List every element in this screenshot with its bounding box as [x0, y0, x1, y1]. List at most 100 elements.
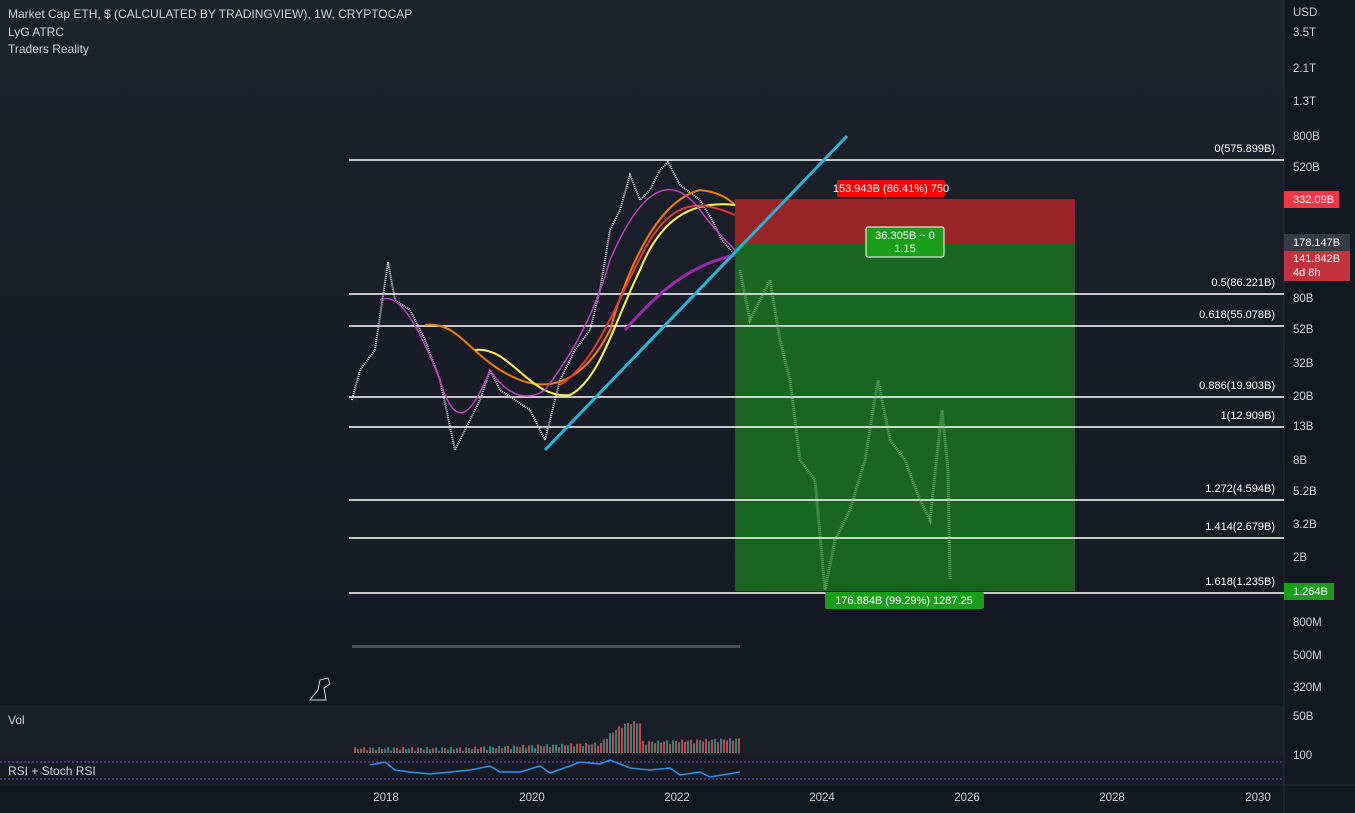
volume-bar	[648, 741, 650, 753]
volume-bar	[678, 742, 680, 753]
rsi-axis-label: 100	[1293, 750, 1312, 762]
volume-bar	[567, 745, 569, 753]
volume-bar	[477, 748, 479, 753]
currency: USD	[1293, 7, 1317, 19]
volume-bar	[366, 750, 368, 753]
volume-bar	[354, 747, 356, 753]
price-label: 1.3T	[1293, 96, 1316, 108]
volume-bar	[468, 747, 470, 753]
volume-bar	[513, 745, 515, 753]
volume-bar	[435, 747, 437, 753]
volume-bar	[735, 738, 737, 753]
volume-bar	[738, 738, 740, 753]
volume-bar	[627, 722, 629, 753]
volume-bar	[690, 739, 692, 753]
volume-bar	[531, 745, 533, 753]
volume-bar	[606, 738, 608, 753]
volume-bar	[414, 750, 416, 753]
volume-bar	[417, 747, 419, 753]
price-label: 3.2B	[1293, 519, 1317, 531]
volume-bar	[369, 747, 371, 753]
volume-bar	[672, 740, 674, 753]
volume-bar	[522, 744, 524, 753]
entry-label: 36.305B ~ 0	[875, 230, 935, 242]
volume-bar	[504, 746, 506, 753]
trendline[interactable]	[543, 134, 849, 452]
price-label: 32B	[1293, 358, 1314, 370]
target-zone[interactable]	[735, 243, 1075, 591]
target-label: 176.884B (99.29%) 1287.25	[835, 595, 973, 607]
ma-orange	[424, 188, 736, 386]
price-label: 520B	[1293, 162, 1320, 174]
volume-bar	[387, 747, 389, 753]
volume-bar	[495, 748, 497, 753]
volume-bar	[393, 747, 395, 753]
volume-bar	[708, 741, 710, 753]
volume-bar	[675, 740, 677, 753]
volume-bar	[480, 747, 482, 753]
chart-title: Market Cap ETH, $ (CALCULATED BY TRADING…	[8, 7, 412, 21]
volume-bar	[618, 726, 620, 753]
volume-bar	[474, 746, 476, 753]
ma-yellow	[474, 203, 736, 397]
volume-bar	[492, 747, 494, 753]
volume-bar	[576, 743, 578, 753]
volume-bar	[456, 748, 458, 753]
stop-tag: 332.09B	[1293, 194, 1334, 206]
current-tag: 178.147B	[1293, 237, 1340, 249]
pane-title[interactable]: RSI + Stoch RSI	[8, 764, 96, 778]
fib-label: 0(575.899B)	[1214, 143, 1275, 155]
price-label: 2B	[1293, 552, 1307, 564]
indicator[interactable]: LyG ATRC	[8, 25, 64, 39]
volume-bar	[405, 749, 407, 753]
volume-bar	[717, 742, 719, 753]
volume-bar	[441, 747, 443, 753]
entry-ratio: 1.15	[894, 243, 915, 255]
price-label: 3.5T	[1293, 27, 1316, 39]
volume-bar	[681, 739, 683, 753]
target-tag-bg	[1284, 583, 1334, 600]
main-pane	[0, 0, 1284, 705]
volume-bar	[711, 739, 713, 753]
volume-bar	[360, 748, 362, 753]
current-tag-bg	[1284, 234, 1350, 251]
volume-bar	[702, 741, 704, 753]
entry-label-bg	[865, 226, 945, 258]
volume-bar	[486, 749, 488, 753]
volume-bar	[558, 747, 560, 753]
volume-bar	[462, 750, 464, 753]
fib-label: 0.5(86.221B)	[1211, 277, 1275, 289]
volume-bar	[438, 750, 440, 753]
volume-bar	[642, 741, 644, 753]
volume-axis-label: 50B	[1293, 711, 1314, 723]
volume-bar	[645, 744, 647, 753]
price-label: 320M	[1293, 682, 1322, 694]
volume-bar	[381, 748, 383, 753]
volume-bar	[546, 744, 548, 753]
fib-label: 1.618(1.235B)	[1205, 576, 1275, 588]
volume-bar	[624, 723, 626, 753]
volume-bar	[663, 741, 665, 753]
volume-bar	[651, 741, 653, 753]
volume-bar	[732, 740, 734, 753]
volume-bar	[723, 739, 725, 753]
volume-bar	[450, 747, 452, 753]
volume-bar	[729, 738, 731, 753]
volume-bar	[534, 748, 536, 753]
volume-bar	[609, 733, 611, 753]
volume-bar	[600, 742, 602, 753]
time-label: 2028	[1099, 792, 1125, 804]
rsi-pane	[0, 755, 1284, 785]
volume-bar	[588, 744, 590, 753]
volume-bar	[585, 742, 587, 753]
indicator[interactable]: Traders Reality	[8, 42, 89, 56]
pane-title[interactable]: Vol	[8, 713, 25, 727]
volume-bar	[612, 732, 614, 753]
volume-bar	[591, 744, 593, 753]
signal-strip	[352, 645, 740, 648]
volume-bars	[354, 721, 740, 753]
volume-bar	[459, 747, 461, 753]
volume-bar	[657, 740, 659, 753]
fib-label: 0.618(55.078B)	[1199, 309, 1275, 321]
